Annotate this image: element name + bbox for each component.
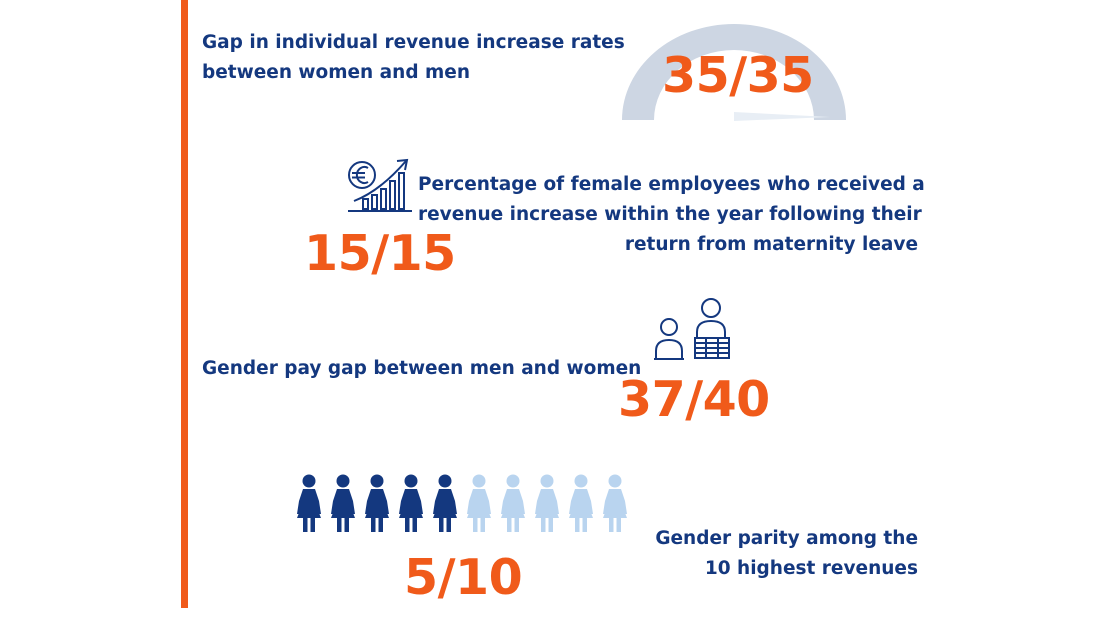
woman-figure — [569, 474, 593, 532]
revenue-increase-gap-score: 35/35 — [662, 47, 814, 104]
maternity-increase-score: 15/15 — [304, 225, 456, 282]
maternity-increase-label: Percentage of female employees who recei… — [418, 170, 925, 260]
gauge-icon — [622, 24, 846, 121]
woman-figure — [467, 474, 491, 532]
woman-figure — [365, 474, 389, 532]
woman-figure — [297, 474, 321, 532]
label-line: Gap in individual revenue increase rates — [202, 32, 625, 53]
people-with-coins-icon — [654, 298, 730, 360]
label-line: return from maternity leave — [624, 234, 918, 255]
accent-vertical-bar — [181, 0, 188, 608]
label-line: Gender pay gap between men and women — [202, 358, 642, 379]
top-revenue-parity-score: 5/10 — [404, 549, 523, 606]
top-revenue-parity-label: Gender parity among the 10 highest reven… — [560, 524, 918, 584]
label-line: revenue increase within the year followi… — [418, 204, 922, 225]
label-line: 10 highest revenues — [704, 558, 918, 579]
woman-figure — [433, 474, 457, 532]
revenue-increase-gap-label: Gap in individual revenue increase rates… — [202, 28, 625, 88]
pay-gap-score: 37/40 — [618, 371, 770, 428]
label-line: Percentage of female employees who recei… — [418, 174, 925, 195]
woman-figure — [603, 474, 627, 532]
woman-figure — [399, 474, 423, 532]
women-figures-icon — [297, 474, 627, 532]
woman-figure — [501, 474, 525, 532]
euro-growth-chart-icon — [348, 158, 412, 212]
pay-gap-label: Gender pay gap between men and women — [202, 354, 641, 384]
woman-figure — [331, 474, 355, 532]
label-line: between women and men — [202, 62, 470, 83]
label-line: Gender parity among the — [655, 528, 918, 549]
woman-figure — [535, 474, 559, 532]
